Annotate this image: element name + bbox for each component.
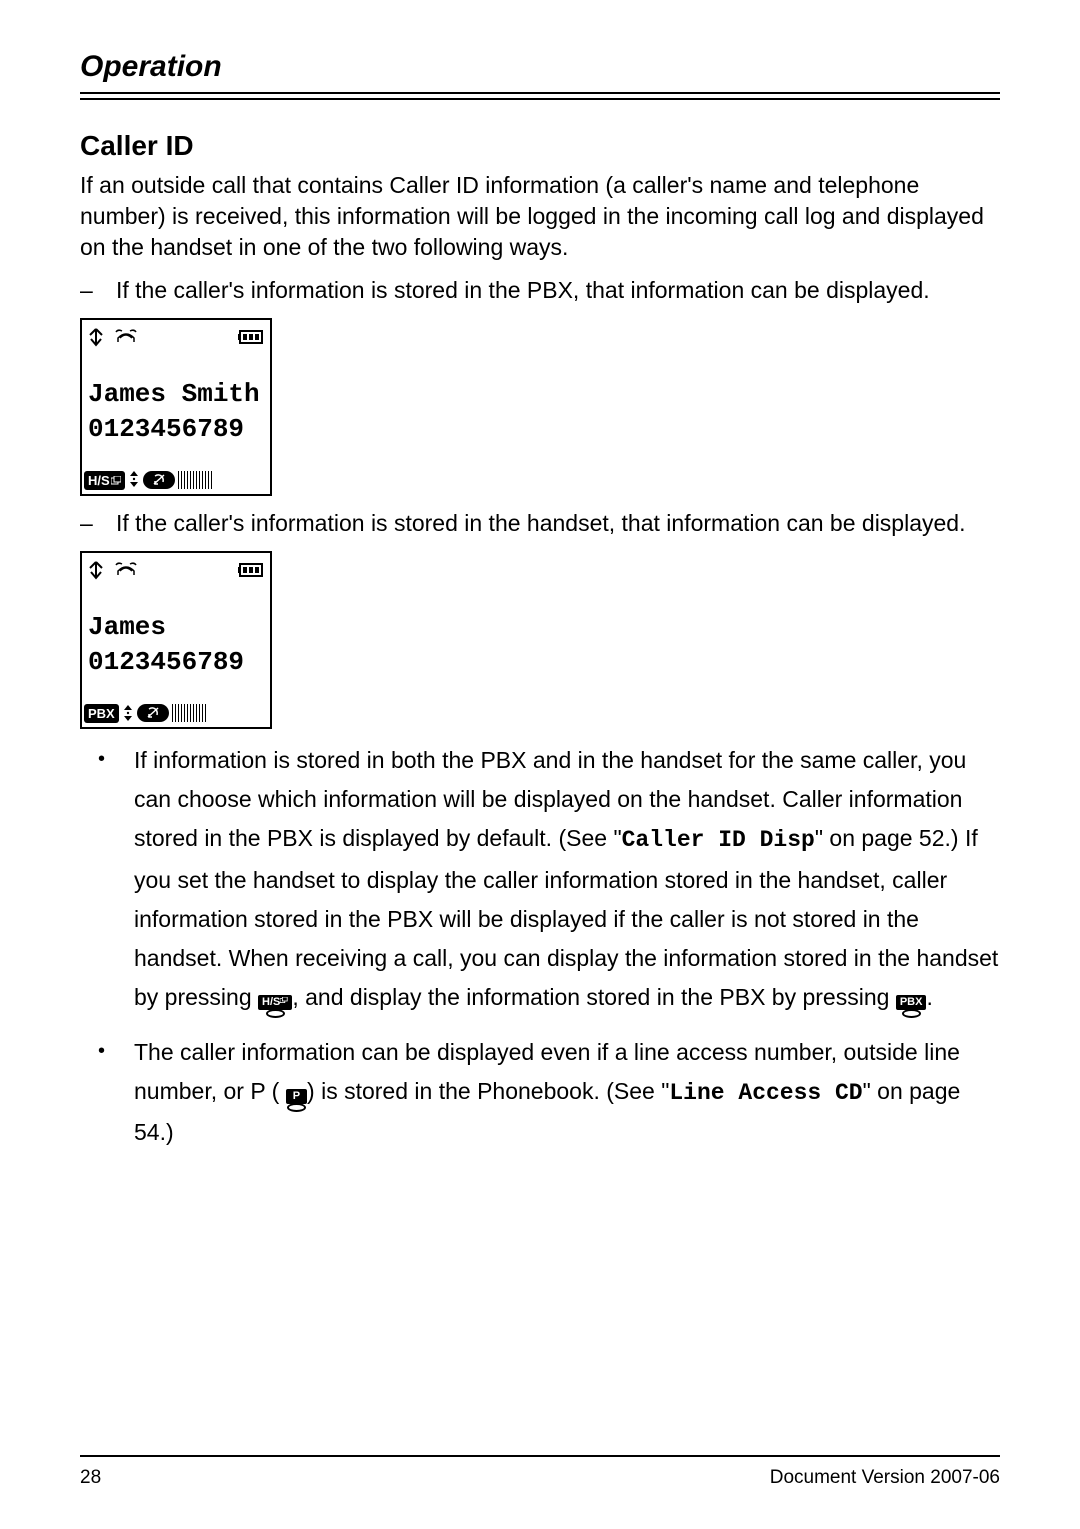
dash-bullet: –	[80, 508, 116, 539]
header-rule	[80, 98, 1000, 100]
updown-icon	[128, 470, 140, 489]
handset-caller-name: James Smith	[88, 379, 264, 410]
bullet-text-1: If information is stored in both the PBX…	[134, 741, 1000, 1018]
page-footer: 28 Document Version 2007-06	[80, 1455, 1000, 1489]
code-line-access: Line Access CD	[669, 1080, 862, 1106]
section-title: Caller ID	[80, 130, 1000, 162]
handset-caller-number: 0123456789	[88, 414, 264, 445]
bullet-dot: •	[98, 1033, 134, 1152]
dash-text-1: If the caller's information is stored in…	[116, 275, 930, 306]
key-pbx: PBX	[896, 978, 927, 1018]
softkey-badge: PBX	[84, 704, 119, 723]
intro-text: If an outside call that contains Caller …	[80, 170, 1000, 263]
mute-softkey-icon	[143, 471, 175, 489]
mute-softkey-icon	[137, 704, 169, 722]
handset-top-row	[82, 553, 270, 583]
code-caller-id-disp: Caller ID Disp	[622, 827, 815, 853]
signal-icon	[88, 327, 104, 347]
battery-icon	[238, 563, 264, 577]
softkey-badge: H/S	[84, 471, 125, 490]
footer-row: 28 Document Version 2007-06	[80, 1467, 1000, 1489]
signal-icon	[88, 560, 104, 580]
hatch-softkey	[172, 704, 206, 722]
battery-icon	[238, 330, 264, 344]
ring-icon	[114, 328, 138, 346]
bullet-dot: •	[98, 741, 134, 1018]
handset-display-2: James 0123456789 PBX	[80, 551, 272, 729]
hatch-softkey	[178, 471, 212, 489]
doc-version: Document Version 2007-06	[770, 1467, 1000, 1489]
handset-bottom-row: H/S	[82, 468, 270, 494]
handset-display-1: James Smith 0123456789 H/S	[80, 318, 272, 496]
dash-item-2: – If the caller's information is stored …	[80, 508, 1000, 539]
page-header: Operation	[80, 50, 1000, 94]
key-hs: H/S	[258, 978, 292, 1018]
bullet-text-2: The caller information can be displayed …	[134, 1033, 1000, 1152]
footer-rule	[80, 1455, 1000, 1457]
key-p: P	[286, 1072, 307, 1112]
bullet-item-1: • If information is stored in both the P…	[98, 741, 1000, 1018]
dash-text-2: If the caller's information is stored in…	[116, 508, 965, 539]
updown-icon	[122, 704, 134, 723]
page-number: 28	[80, 1467, 101, 1489]
handset-body: James Smith 0123456789	[82, 350, 270, 468]
dash-item-1: – If the caller's information is stored …	[80, 275, 1000, 306]
handset-top-row	[82, 320, 270, 350]
handset-caller-number: 0123456789	[88, 647, 264, 678]
bullet-item-2: • The caller information can be displaye…	[98, 1033, 1000, 1152]
dash-bullet: –	[80, 275, 116, 306]
handset-body: James 0123456789	[82, 583, 270, 701]
handset-bottom-row: PBX	[82, 701, 270, 727]
ring-icon	[114, 561, 138, 579]
handset-caller-name: James	[88, 612, 264, 643]
